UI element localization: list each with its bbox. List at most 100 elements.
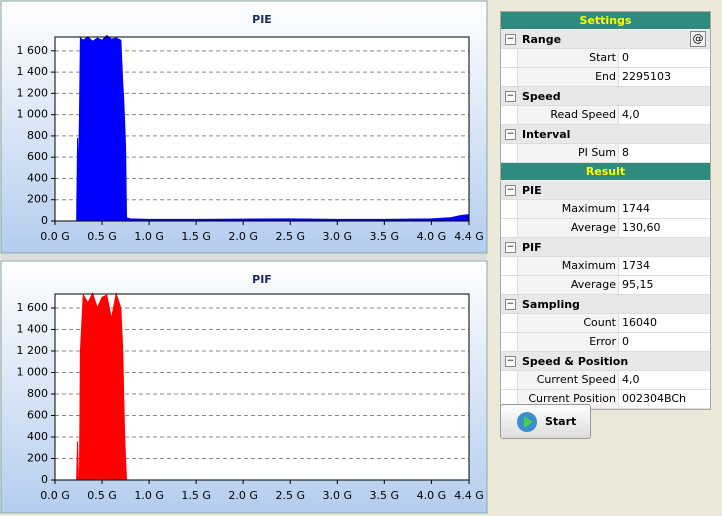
section-header: − Speed & Position [501,352,710,371]
x-tick-label: 3.5 G [370,489,400,502]
collapse-toggle[interactable]: − [505,355,516,367]
property-value: 130,60 [622,221,661,234]
property-value: 16040 [622,316,657,329]
property-label: PI Sum [517,144,619,162]
property-label: Maximum [517,200,619,218]
section-header: − PIF [501,238,710,257]
property-value: 8 [622,146,629,159]
group-header: Settings [501,12,710,30]
y-tick-label: 400 [27,171,48,184]
x-tick-label: 2.0 G [228,489,258,502]
chart-title: PIE [252,13,272,26]
property-label: Maximum [517,257,619,275]
x-tick-label: 2.5 G [275,489,305,502]
section-header: − PIE [501,181,710,200]
y-tick-label: 1 400 [17,65,49,78]
property-label: Average [517,276,619,294]
section-header: − Sampling [501,295,710,314]
x-tick-label: 2.5 G [275,230,305,243]
collapse-toggle[interactable]: − [505,33,516,45]
x-tick-label: 1.5 G [181,230,211,243]
x-tick-label: 0.5 G [87,230,117,243]
section-title: Range [522,32,562,46]
y-tick-label: 200 [27,193,48,206]
x-tick-label: 4.0 G [417,230,447,243]
collapse-toggle[interactable]: − [505,128,516,140]
property-row: Current Speed 4,0 [501,371,710,390]
property-row: Average 95,15 [501,276,710,295]
plot-frame [54,293,470,481]
property-label: Current Speed [517,371,619,389]
charts: PIE 0 200 400 600 800 1 000 1 200 1 400 1 600 0.0 … [0,0,488,514]
property-value: 4,0 [622,108,640,121]
x-tick-label: 1.0 G [134,489,164,502]
start-button[interactable]: Start [500,404,591,439]
section-title: Interval [522,127,571,141]
collapse-toggle[interactable]: − [505,90,516,102]
section-title: Speed [522,89,561,103]
property-label: Error [517,333,619,351]
property-row: Start 0 [501,49,710,68]
plot-frame [54,36,470,222]
property-label: Start [517,49,619,67]
x-tick-label: 0.0 G [40,489,70,502]
property-value: 4,0 [622,373,640,386]
property-value: 0 [622,335,629,348]
section-title: PIF [522,240,542,254]
collapse-toggle[interactable]: − [505,184,516,196]
property-label: Read Speed [517,106,619,124]
property-row: Count 16040 [501,314,710,333]
property-value: 2295103 [622,70,671,83]
property-row: Current Position 002304BCh [501,390,710,409]
property-panel: Settings − Range @ Start 0 End 2295103− Speed Rea… [500,11,711,410]
x-tick-label: 4.0 G [417,489,447,502]
y-tick-label: 800 [27,129,48,142]
splitter[interactable] [1,254,487,260]
y-tick-label: 800 [27,387,48,400]
property-row: PI Sum 8 [501,144,710,163]
y-tick-label: 600 [27,150,48,163]
section-title: Sampling [522,297,580,311]
x-tick-label: 1.5 G [181,489,211,502]
range-button[interactable]: @ [690,31,706,47]
y-tick-label: 400 [27,430,48,443]
property-row: Error 0 [501,333,710,352]
x-tick-label: 3.0 G [323,489,353,502]
property-value: 1734 [622,259,650,272]
y-tick-label: 1 400 [17,322,49,335]
collapse-toggle[interactable]: − [505,241,516,253]
section-header: − Speed [501,87,710,106]
section-title: PIE [522,183,542,197]
group-header: Result [501,163,710,181]
section-title: Speed & Position [522,354,629,368]
property-value: 95,15 [622,278,654,291]
property-value: 1744 [622,202,650,215]
y-tick-label: 1 200 [17,86,49,99]
x-tick-label: 2.0 G [228,230,258,243]
property-row: Average 130,60 [501,219,710,238]
y-tick-label: 0 [41,473,48,486]
x-tick-label: 1.0 G [134,230,164,243]
property-label: End [517,68,619,86]
data-area [55,34,470,222]
x-tick-label: 4.4 G [454,230,484,243]
property-label: Current Position [517,390,619,408]
y-tick-label: 0 [41,214,48,227]
section-header: − Interval [501,125,710,144]
start-label: Start [545,415,577,428]
chart-title: PIF [252,273,272,286]
property-label: Average [517,219,619,237]
property-label: Count [517,314,619,332]
y-tick-label: 1 000 [17,108,49,121]
property-value: 002304BCh [622,392,686,405]
collapse-toggle[interactable]: − [505,298,516,310]
y-tick-label: 1 600 [17,301,49,314]
x-tick-label: 4.4 G [454,489,484,502]
property-row: Maximum 1734 [501,257,710,276]
property-row: End 2295103 [501,68,710,87]
x-tick-label: 0.5 G [87,489,117,502]
x-tick-label: 3.0 G [323,230,353,243]
x-tick-label: 0.0 G [40,230,70,243]
property-row: Read Speed 4,0 [501,106,710,125]
